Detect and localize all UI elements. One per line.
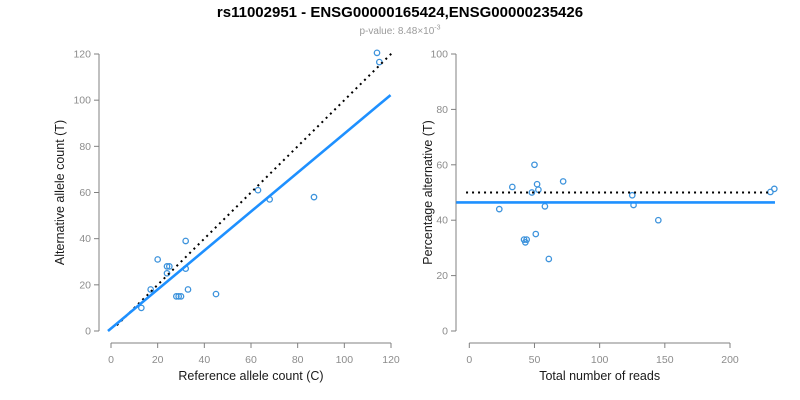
x-tick-label: 80 xyxy=(292,354,304,366)
data-point xyxy=(545,255,553,263)
data-point xyxy=(531,161,538,169)
identity-line xyxy=(116,51,394,326)
y-axis-label: Alternative allele count (T) xyxy=(53,120,67,265)
data-point xyxy=(175,293,183,300)
y-tick-label: 80 xyxy=(436,104,448,116)
panel-right: 0 50 100 150 200 0 20 40 60 80 100 Total number of … xyxy=(421,49,778,383)
regression-line xyxy=(107,94,392,332)
x-tick-label: 40 xyxy=(198,354,210,366)
data-point xyxy=(375,58,383,66)
data-point xyxy=(770,185,778,193)
y-tick-label: 40 xyxy=(79,233,91,245)
x-tick-label: 50 xyxy=(529,354,541,366)
data-point xyxy=(654,216,662,224)
data-point xyxy=(177,293,185,300)
data-point xyxy=(182,237,190,245)
x-tick-label: 200 xyxy=(721,354,739,366)
panel-left: 0 20 40 60 80 100 120 0 20 40 60 80 100 120 Reference … xyxy=(53,49,400,384)
data-point xyxy=(559,178,567,185)
data-point xyxy=(523,236,531,243)
y-tick-label: 0 xyxy=(85,326,91,338)
pvalue-base: 10 xyxy=(423,26,435,37)
data-point xyxy=(373,49,381,57)
y-tick-label: 0 xyxy=(442,326,448,338)
data-point xyxy=(508,183,516,191)
x-axis-label: Reference allele count (C) xyxy=(178,369,323,383)
data-point xyxy=(532,230,540,238)
pvalue-times: × xyxy=(417,26,424,37)
data-point xyxy=(154,256,162,263)
y-tick-label: 20 xyxy=(436,270,448,282)
x-tick-label: 60 xyxy=(245,354,257,366)
x-tick-label: 0 xyxy=(108,354,114,366)
x-axis-label: Total number of reads xyxy=(539,369,660,383)
y-tick-label: 100 xyxy=(430,49,448,61)
x-tick-label: 0 xyxy=(466,354,472,366)
x-tick-label: 20 xyxy=(152,354,164,366)
x-tick-label: 100 xyxy=(336,354,354,366)
data-point xyxy=(163,269,171,277)
data-point xyxy=(528,189,536,196)
pvalue-subtitle: p-value: 8.48×10-3 xyxy=(0,24,800,37)
data-point xyxy=(212,290,220,298)
pvalue-exponent: -3 xyxy=(434,24,441,32)
data-point xyxy=(172,293,180,300)
data-point xyxy=(495,205,503,213)
data-point xyxy=(165,263,173,270)
y-tick-label: 60 xyxy=(436,159,448,171)
y-tick-label: 20 xyxy=(79,279,91,291)
data-point xyxy=(163,263,171,270)
data-point xyxy=(184,286,192,293)
data-point xyxy=(147,286,155,293)
page-title: rs11002951 - ENSG00000165424,ENSG0000023… xyxy=(216,4,584,21)
y-axis-label: Percentage alternative (T) xyxy=(421,120,435,265)
y-tick-label: 60 xyxy=(79,187,91,199)
data-point xyxy=(533,180,541,188)
data-point xyxy=(254,186,262,194)
y-tick-label: 100 xyxy=(73,95,91,107)
pvalue-prefix: p-value: xyxy=(359,26,398,37)
data-point xyxy=(628,191,636,199)
y-tick-label: 40 xyxy=(436,215,448,227)
data-point xyxy=(310,193,318,201)
y-tick-label: 80 xyxy=(79,141,91,153)
data-point xyxy=(137,304,145,312)
y-tick-label: 120 xyxy=(73,49,91,61)
x-tick-label: 100 xyxy=(591,354,609,366)
x-tick-label: 150 xyxy=(656,354,674,366)
x-tick-label: 120 xyxy=(382,354,400,366)
data-point xyxy=(541,203,549,210)
pvalue-mantissa: 8.48 xyxy=(397,26,418,37)
